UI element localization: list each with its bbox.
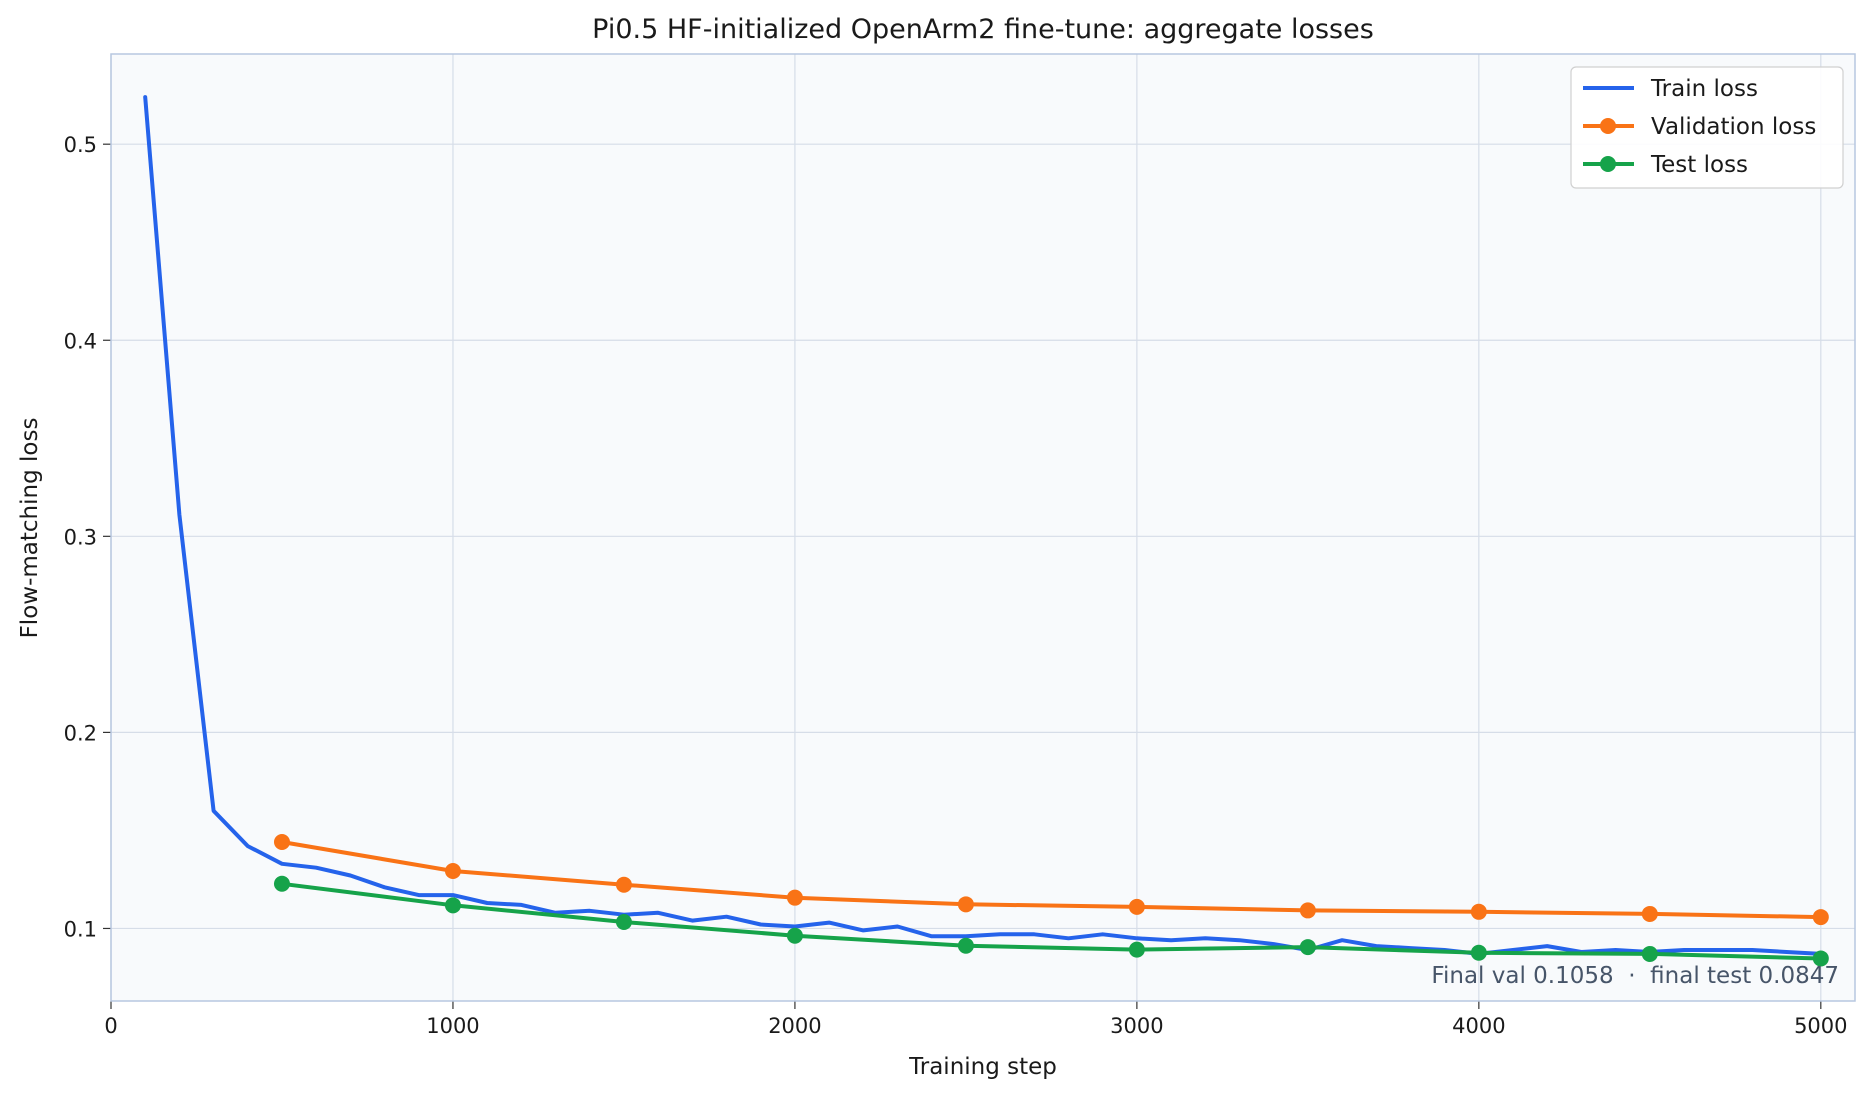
validation-loss-point xyxy=(786,889,803,906)
y-tick-label: 0.4 xyxy=(64,329,97,353)
validation-loss-point xyxy=(615,876,632,893)
test-loss-point xyxy=(1641,945,1658,962)
validation-loss-point xyxy=(1299,902,1316,919)
y-axis-label: Flow-matching loss xyxy=(17,418,43,639)
test-loss-point xyxy=(957,937,974,954)
legend-label-train-loss: Train loss xyxy=(1650,76,1758,102)
test-loss-point xyxy=(1128,941,1145,958)
y-tick-label: 0.2 xyxy=(64,721,97,745)
validation-loss-point xyxy=(444,863,461,880)
legend-marker-test-loss xyxy=(1600,156,1616,172)
x-tick-label: 5000 xyxy=(1794,1014,1847,1038)
y-tick-label: 0.3 xyxy=(64,525,97,549)
test-loss-line xyxy=(280,881,1823,961)
x-tick-label: 1000 xyxy=(426,1014,479,1038)
test-loss-point xyxy=(444,897,461,914)
test-loss-point xyxy=(1470,944,1487,961)
validation-loss-point xyxy=(273,833,290,850)
validation-loss-point xyxy=(1470,903,1487,920)
legend: Train loss Validation loss Test loss xyxy=(1570,66,1844,189)
x-tick-label: 0 xyxy=(104,1014,117,1038)
legend-marker-validation-loss xyxy=(1600,118,1616,134)
test-loss-point xyxy=(786,927,803,944)
plot-frame xyxy=(110,53,1856,1002)
axes: 0 1000 2000 3000 4000 5000 0.1 0.2 0.3 0.4 0.5 xyxy=(64,133,1848,1038)
validation-loss-point xyxy=(1641,905,1658,922)
test-loss-point xyxy=(1812,950,1829,967)
test-loss-point xyxy=(273,875,290,892)
legend-label-validation-loss: Validation loss xyxy=(1651,114,1816,140)
x-tick-label: 2000 xyxy=(768,1014,821,1038)
legend-label-test-loss: Test loss xyxy=(1650,152,1748,178)
validation-loss-point xyxy=(957,896,974,913)
test-loss-point xyxy=(615,913,632,930)
grid xyxy=(110,54,1855,1001)
train-loss-line xyxy=(143,95,1823,956)
test-loss-point xyxy=(1299,939,1316,956)
validation-loss-line xyxy=(280,840,1823,920)
validation-loss-point xyxy=(1812,909,1829,926)
final-loss-annotation: Final val 0.1058 · final test 0.0847 xyxy=(1431,963,1839,989)
plot-area xyxy=(111,54,1855,1001)
y-tick-label: 0.1 xyxy=(64,917,97,941)
validation-loss-point xyxy=(1128,898,1145,915)
y-tick-label: 0.5 xyxy=(64,133,97,157)
x-tick-label: 4000 xyxy=(1452,1014,1505,1038)
chart-title: Pi0.5 HF-initialized OpenArm2 fine-tune:… xyxy=(592,14,1374,45)
x-axis-label: Training step xyxy=(908,1054,1057,1080)
legend-box xyxy=(1570,66,1844,189)
x-tick-label: 3000 xyxy=(1110,1014,1163,1038)
series-layer xyxy=(143,95,1829,967)
